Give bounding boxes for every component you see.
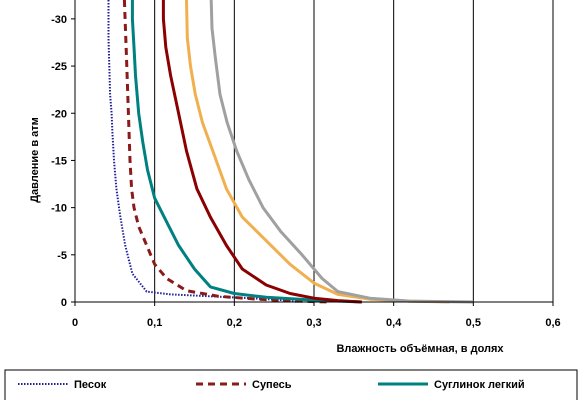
series-line-2 bbox=[122, 0, 330, 304]
legend-label: Супесь bbox=[252, 379, 292, 391]
series-group bbox=[107, 0, 474, 304]
x-tick-label: 0,3 bbox=[306, 317, 321, 329]
y-tick-label: -15 bbox=[51, 155, 67, 167]
y-tick-label: 0 bbox=[61, 297, 67, 309]
x-tick-label: 0 bbox=[72, 317, 78, 329]
y-tick-label: -25 bbox=[51, 61, 67, 73]
y-tick-label: -5 bbox=[57, 250, 67, 262]
x-tick-label: 0,2 bbox=[227, 317, 242, 329]
series-line-3 bbox=[130, 0, 362, 304]
x-tick-label: 0,5 bbox=[466, 317, 481, 329]
y-tick-label: -20 bbox=[51, 108, 67, 120]
x-axis-label: Влажность объёмная, в долях bbox=[336, 343, 504, 355]
legend-label: Суглинок легкий bbox=[434, 379, 525, 391]
legend-box bbox=[4, 369, 578, 400]
y-tick-label: -10 bbox=[51, 203, 67, 215]
legend-label: Песок bbox=[74, 379, 107, 391]
y-ticks: 0 -5 -10 -15 -20 -25 -30 bbox=[51, 14, 75, 309]
series-line-6 bbox=[209, 0, 474, 304]
x-ticks: 0 0,1 0,2 0,3 0,4 0,5 0,6 bbox=[72, 302, 561, 329]
series-line-5 bbox=[185, 0, 450, 304]
x-tick-label: 0,6 bbox=[545, 317, 560, 329]
gridlines bbox=[154, 0, 554, 302]
series-line-4 bbox=[161, 0, 362, 304]
series-line-1 bbox=[107, 0, 299, 303]
y-axis-label: Давление в атм bbox=[29, 117, 41, 203]
x-tick-label: 0,4 bbox=[386, 317, 402, 329]
x-tick-label: 0,1 bbox=[147, 317, 162, 329]
y-tick-label: -30 bbox=[51, 14, 67, 26]
legend: Песок Супесь Суглинок легкий bbox=[4, 369, 578, 400]
